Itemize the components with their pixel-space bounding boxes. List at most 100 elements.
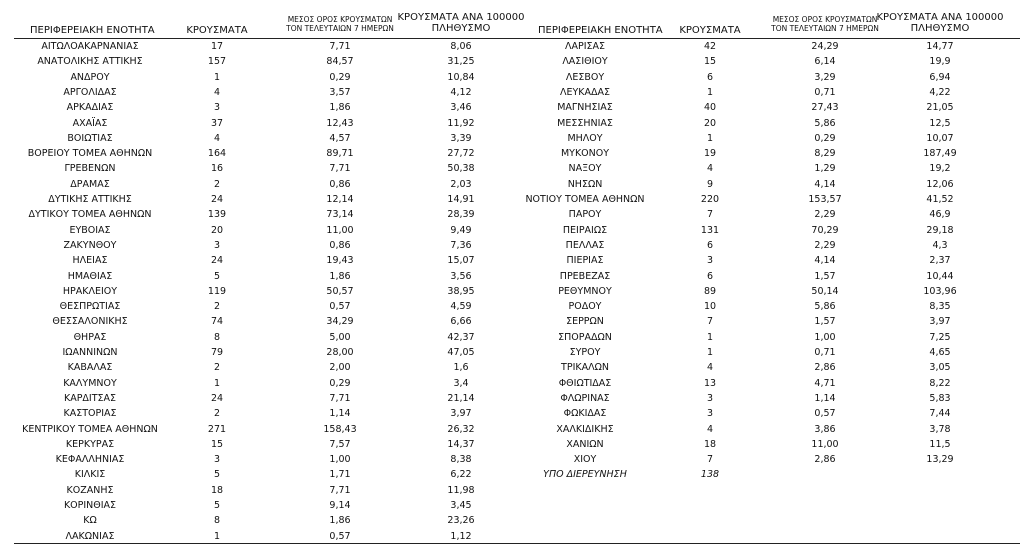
cell-value: 157 bbox=[207, 56, 227, 68]
cell-value: 1,29 bbox=[814, 163, 836, 175]
cell-value: 7,44 bbox=[929, 408, 951, 420]
region-name: ΝΗΣΩΝ bbox=[567, 178, 603, 190]
cell-value: 12,14 bbox=[326, 194, 354, 205]
cell-value: 84,57 bbox=[326, 56, 354, 68]
cell-value: 1 bbox=[213, 377, 221, 389]
cell-value: 0,57 bbox=[814, 408, 836, 420]
cell-value: 1 bbox=[706, 347, 714, 358]
region-name: ΧΙΟΥ bbox=[573, 454, 597, 466]
cell-value: 3,57 bbox=[329, 86, 351, 98]
cell-value: 28,39 bbox=[447, 209, 475, 221]
cell-value: 20 bbox=[210, 224, 224, 236]
cell-value: 4,59 bbox=[450, 301, 472, 313]
cell-value: 153,57 bbox=[808, 194, 842, 205]
cell-value: 5 bbox=[213, 469, 221, 481]
cell-value: 28,00 bbox=[326, 347, 354, 358]
cell-value: 3,56 bbox=[450, 270, 472, 282]
region-name: ΠΙΕΡΙΑΣ bbox=[566, 255, 604, 267]
column-header: ΤΟΝ ΤΕΛΕΥΤΑΙΩΝ 7 ΗΜΕΡΩΝ bbox=[286, 24, 394, 33]
region-name: ΒΟΡΕΙΟΥ ΤΟΜΕΑ ΑΘΗΝΩΝ bbox=[27, 148, 153, 160]
cell-value: 19,2 bbox=[929, 163, 951, 175]
cell-value: 0,71 bbox=[814, 347, 836, 358]
cell-value: 271 bbox=[207, 423, 227, 435]
cell-value: 15 bbox=[210, 438, 224, 450]
region-name: ΙΩΑΝΝΙΝΩΝ bbox=[62, 347, 118, 358]
cell-value: 6,14 bbox=[814, 56, 836, 68]
cell-value: 29,18 bbox=[926, 224, 954, 236]
cell-value: 0,86 bbox=[329, 178, 351, 190]
region-name: ΗΛΕΙΑΣ bbox=[72, 255, 108, 267]
cell-value: 50,38 bbox=[447, 163, 475, 175]
cell-value: 1 bbox=[213, 71, 221, 83]
cell-value: 12,06 bbox=[926, 178, 954, 190]
cell-value: 21,14 bbox=[447, 392, 475, 404]
cell-value: 1,14 bbox=[329, 408, 351, 420]
region-name: ΡΟΔΟΥ bbox=[568, 301, 602, 313]
cell-value: 8,29 bbox=[814, 148, 836, 160]
cell-value: 1 bbox=[706, 331, 714, 343]
cell-value: 6,22 bbox=[450, 469, 472, 481]
column-header: ΚΡΟΥΣΜΑΤΑ bbox=[186, 25, 248, 36]
cell-value: 5 bbox=[213, 270, 221, 282]
region-name: ΑΡΚΑΔΙΑΣ bbox=[66, 102, 114, 114]
cell-value: 4,71 bbox=[814, 377, 836, 389]
cell-value: 3,97 bbox=[450, 408, 472, 420]
cell-value: 4,3 bbox=[932, 239, 948, 251]
cell-value: 10,44 bbox=[926, 270, 954, 282]
cell-value: 220 bbox=[700, 194, 720, 205]
cell-value: 158,43 bbox=[323, 423, 357, 435]
cell-value: 3,05 bbox=[929, 362, 951, 374]
cell-value: 70,29 bbox=[811, 224, 839, 236]
cell-value: 6 bbox=[706, 71, 714, 83]
region-name: ΓΡΕΒΕΝΩΝ bbox=[64, 163, 116, 175]
cell-value: 3 bbox=[706, 255, 714, 267]
cell-value: 2 bbox=[213, 301, 221, 313]
cell-value: 0,71 bbox=[814, 86, 836, 98]
region-name: ΛΕΥΚΑΔΑΣ bbox=[559, 86, 611, 98]
cell-value: 7,71 bbox=[329, 392, 351, 404]
cell-value: 24 bbox=[210, 392, 224, 404]
cell-value: 34,29 bbox=[326, 316, 354, 328]
cell-value: 3 bbox=[213, 454, 221, 466]
cell-value: 17 bbox=[210, 41, 224, 52]
cell-value: 0,57 bbox=[329, 301, 351, 313]
region-name: ΘΕΣΠΡΩΤΙΑΣ bbox=[59, 301, 121, 313]
cell-value: 8 bbox=[213, 515, 221, 527]
cell-value: 41,52 bbox=[926, 194, 954, 205]
region-name: ΠΑΡΟΥ bbox=[568, 209, 602, 221]
cell-value: 13 bbox=[703, 377, 717, 389]
region-name: ΧΑΛΚΙΔΙΚΗΣ bbox=[556, 423, 614, 435]
region-name: ΚΩ bbox=[83, 515, 97, 527]
column-header: ΚΡΟΥΣΜΑΤΑ bbox=[679, 25, 741, 36]
region-name: ΛΕΣΒΟΥ bbox=[565, 71, 605, 83]
cell-value: 11,00 bbox=[326, 224, 354, 236]
cell-value: 74 bbox=[210, 316, 224, 328]
cell-value: 187,49 bbox=[923, 148, 957, 160]
cell-value: 23,26 bbox=[447, 515, 475, 527]
cell-value: 7,25 bbox=[929, 331, 951, 343]
cell-value: 2,86 bbox=[814, 362, 836, 374]
cell-value: 3 bbox=[706, 392, 714, 404]
cell-value: 1,00 bbox=[329, 454, 351, 466]
cell-value: 4 bbox=[706, 163, 714, 175]
region-name: ΑΝΑΤΟΛΙΚΗΣ ΑΤΤΙΚΗΣ bbox=[37, 56, 143, 68]
cell-value: 3,29 bbox=[814, 71, 836, 83]
region-name: ΔΥΤΙΚΗΣ ΑΤΤΙΚΗΣ bbox=[48, 194, 132, 205]
region-name: ΒΟΙΩΤΙΑΣ bbox=[67, 132, 113, 144]
cell-value: 7,71 bbox=[329, 41, 351, 52]
cell-value: 21,05 bbox=[926, 102, 954, 114]
region-name: ΔΥΤΙΚΟΥ ΤΟΜΕΑ ΑΘΗΝΩΝ bbox=[28, 209, 152, 221]
cell-value: 103,96 bbox=[923, 285, 957, 297]
cell-value: 2,37 bbox=[929, 255, 951, 267]
cell-value: 2,86 bbox=[814, 454, 836, 466]
cell-value: 73,14 bbox=[326, 209, 354, 221]
column-header: ΤΟΝ ΤΕΛΕΥΤΑΙΩΝ 7 ΗΜΕΡΩΝ bbox=[771, 24, 879, 33]
cell-value: 11,98 bbox=[447, 484, 475, 496]
cell-value: 6 bbox=[706, 239, 714, 251]
cell-value: 5,00 bbox=[329, 331, 351, 343]
cell-value: 2 bbox=[213, 178, 221, 190]
cell-value: 1 bbox=[213, 530, 221, 542]
cell-value: 20 bbox=[703, 117, 717, 129]
region-name: ΚΑΡΔΙΤΣΑΣ bbox=[63, 392, 117, 404]
bottom-rule bbox=[14, 543, 1020, 544]
